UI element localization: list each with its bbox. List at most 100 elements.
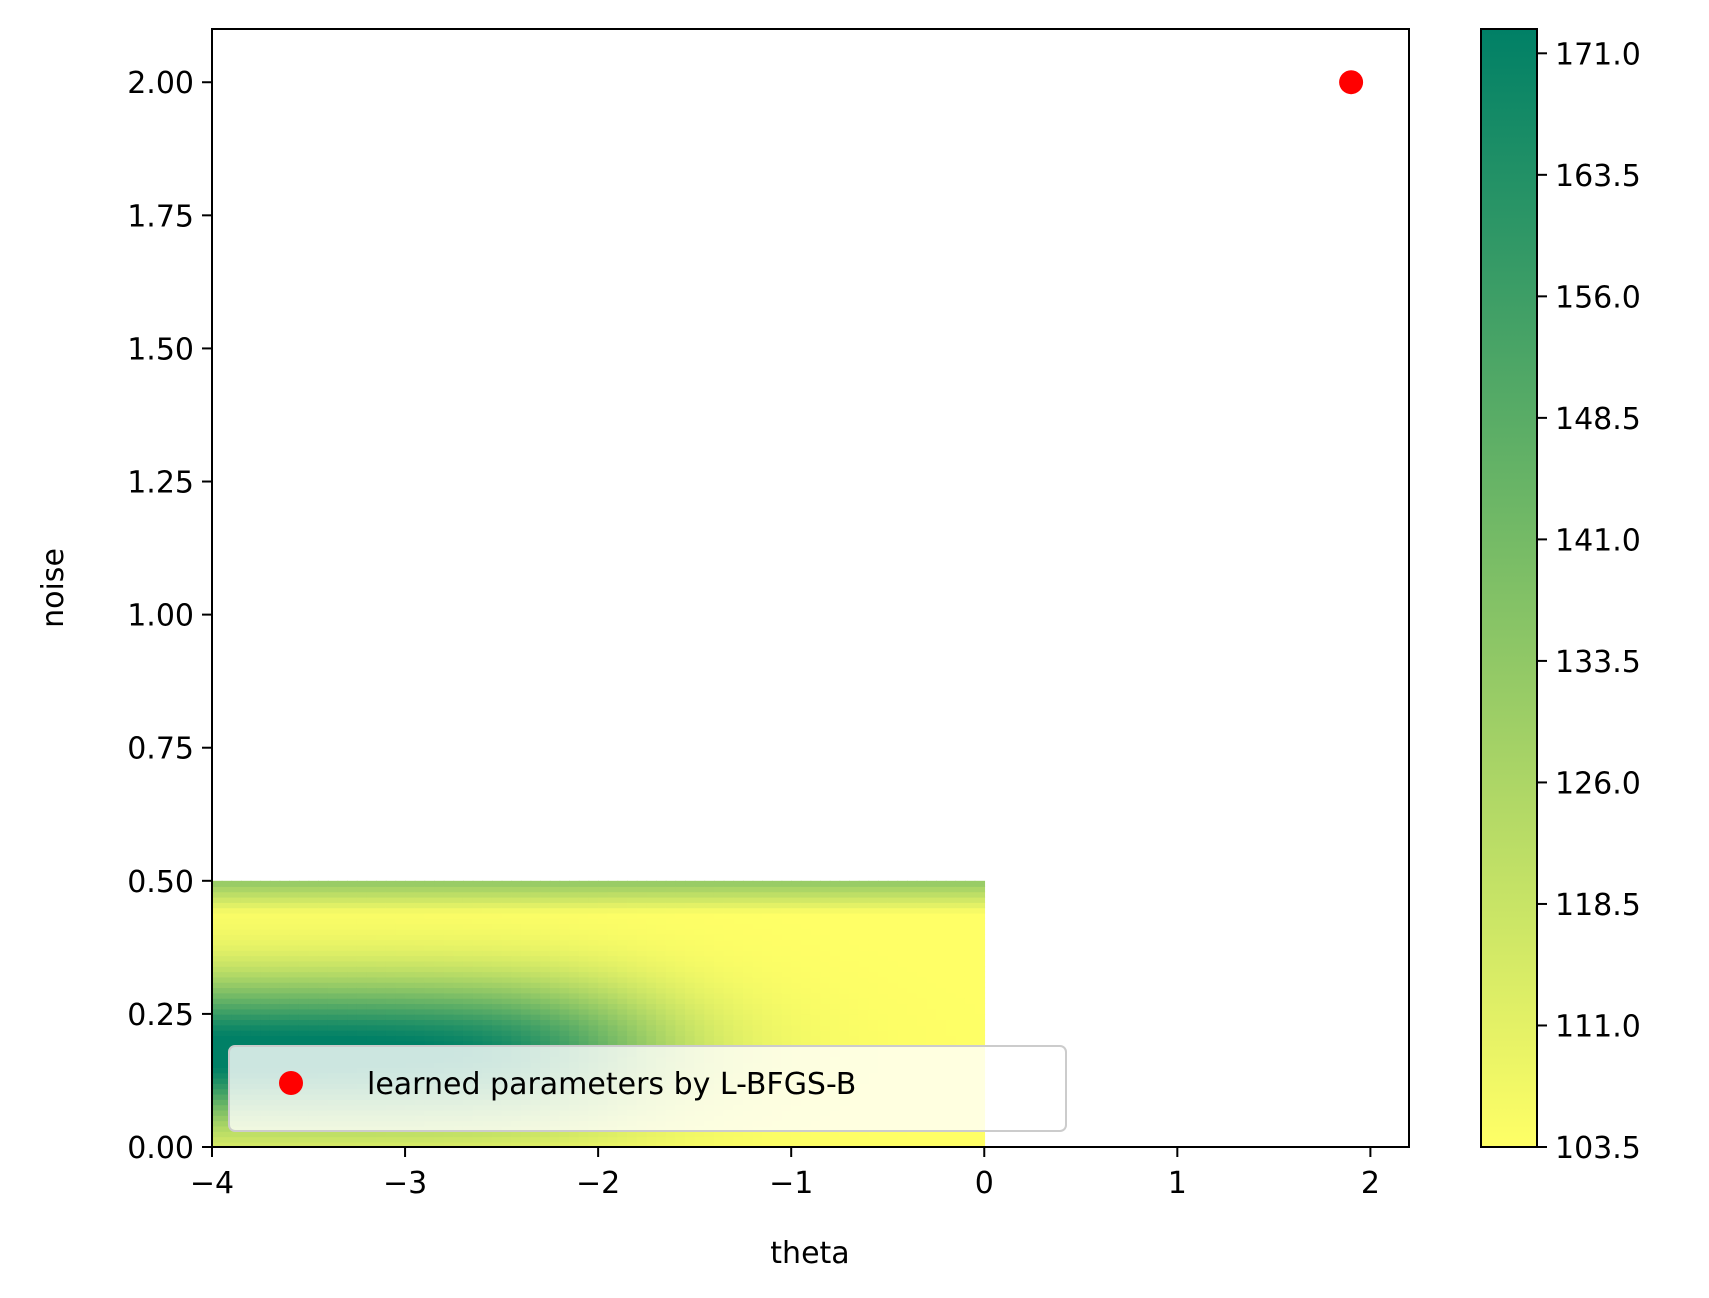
heatmap-cell [520,907,532,914]
heatmap-cell [820,896,831,903]
heatmap-cell [434,918,445,925]
heatmap-cell [337,997,348,1005]
heatmap-cell [395,891,406,898]
heatmap-cell [675,934,686,941]
heatmap-cell [974,971,986,978]
heatmap-cell [298,992,310,999]
heatmap-cell [617,1131,628,1138]
heatmap-cell [665,960,677,967]
heatmap-cell [762,960,773,967]
colorbar-gradient [1481,29,1537,1147]
heatmap-cell [240,912,252,919]
heatmap-cell [858,896,870,903]
heatmap-cell [974,1019,986,1026]
heatmap-cell [916,960,928,967]
heatmap-cell [298,965,310,973]
heatmap-cell [800,976,812,983]
heatmap-cell [520,1131,532,1138]
heatmap-cell [617,918,628,925]
heatmap-cell [588,1019,599,1026]
heatmap-cell [385,997,397,1005]
heatmap-cell [511,960,522,967]
heatmap-cell [588,1040,599,1047]
heatmap-cell [771,902,783,909]
heatmap-cell [791,1035,802,1042]
heatmap-cell [656,1136,667,1143]
heatmap-cell [462,976,474,983]
heatmap-cell [820,965,831,973]
heatmap-cell [414,1024,426,1031]
heatmap-cell [395,997,406,1005]
heatmap-cell [347,987,358,994]
heatmap-cell [617,928,628,935]
heatmap-cell [569,880,580,887]
heatmap-cell [453,1003,464,1010]
heatmap-cell [858,918,870,925]
heatmap-cell [935,976,947,983]
heatmap-cell [916,891,928,898]
heatmap-cell [540,1141,551,1147]
heatmap-cell [318,912,329,919]
heatmap-cell [578,918,590,925]
heatmap-cell [742,1141,754,1147]
heatmap-cell [356,992,368,999]
heatmap-cell [598,902,609,909]
heatmap-cell [810,965,821,973]
heatmap-cell [221,891,233,898]
heatmap-cell [308,902,319,909]
heatmap-cell [617,934,628,941]
heatmap-cell [839,1019,850,1026]
heatmap-cell [704,1013,715,1021]
heatmap-cell [916,934,928,941]
heatmap-cell [308,1008,319,1015]
heatmap-cell [762,987,773,994]
heatmap-cell [559,1131,570,1138]
heatmap-cell [491,960,503,967]
heatmap-cell [318,907,329,914]
heatmap-cell [878,907,889,914]
heatmap-cell [607,1040,619,1047]
heatmap-cell [617,1136,628,1143]
heatmap-cell [935,960,947,967]
heatmap-cell [974,902,986,909]
heatmap-cell [569,907,580,914]
heatmap-cell [327,912,339,919]
heatmap-cell [588,912,599,919]
heatmap-cell [713,907,725,914]
heatmap-cell [376,891,387,898]
heatmap-cell [955,934,966,941]
heatmap-cell [491,1024,503,1031]
heatmap-cell [829,928,841,935]
heatmap-cell [733,912,744,919]
heatmap-cell [240,939,252,946]
heatmap-cell [733,939,744,946]
heatmap-cell [366,891,377,898]
heatmap-cell [578,960,590,967]
heatmap-cell [685,896,696,903]
heatmap-cell [820,1040,831,1047]
heatmap-cell [414,992,426,999]
heatmap-cell [549,950,561,957]
heatmap-cell [820,1035,831,1042]
heatmap-cell [260,1029,271,1036]
heatmap-cell [685,1040,696,1047]
heatmap-cell [327,976,339,983]
heatmap-cell [858,971,870,978]
heatmap-cell [308,896,319,903]
heatmap-cell [414,960,426,967]
heatmap-cell [482,965,493,973]
heatmap-cell [800,939,812,946]
heatmap-cell [868,1035,879,1042]
heatmap-cell [395,880,406,887]
heatmap-cell [443,1008,455,1015]
heatmap-cell [665,1040,677,1047]
heatmap-cell [511,950,522,957]
heatmap-cell [491,902,503,909]
heatmap-cell [520,1003,532,1010]
heatmap-cell [501,939,513,946]
heatmap-cell [771,928,783,935]
heatmap-cell [897,971,908,978]
heatmap-cell [607,1003,619,1010]
heatmap-cell [327,1029,339,1036]
heatmap-cell [443,1013,455,1021]
